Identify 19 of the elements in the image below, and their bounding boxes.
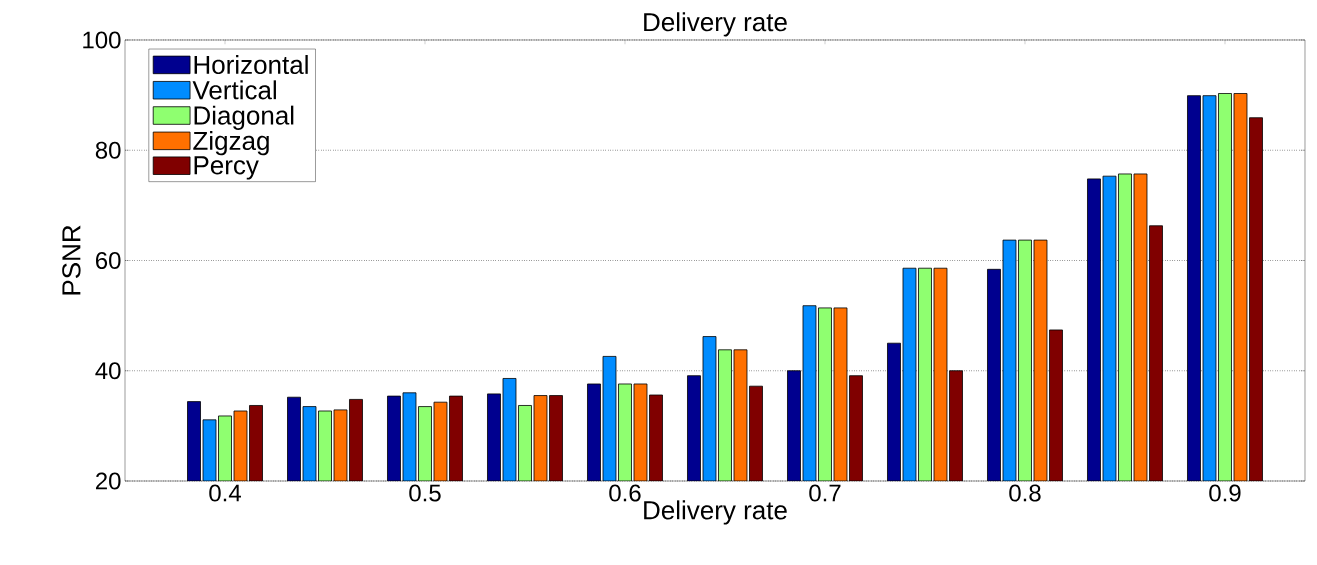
legend-label: Zigzag [193,130,269,156]
x-tick-label: 0.4 [209,484,241,502]
x-tick-label: 0.9 [1209,484,1241,502]
chart-title: Delivery rate [644,12,787,37]
x-tick-label: 0.5 [409,484,441,502]
x-tick-label: 0.6 [609,484,641,502]
y-axis-title: PSNR [62,225,81,295]
y-tick-label: 40 [95,362,121,380]
y-tick-label: 80 [95,141,121,159]
y-tick-label: 100 [83,31,121,49]
y-tick-label: 20 [95,472,121,490]
x-tick-label: 0.7 [809,484,841,502]
legend-label: Diagonal [194,105,294,130]
legend-label: Horizontal [194,55,308,75]
y-tick-label: 60 [96,251,121,269]
legend-label: Percy [194,156,259,180]
legend-label: Vertical [192,80,276,100]
x-axis-title: Delivery rate [644,500,787,525]
x-tick-label: 0.8 [1009,484,1041,502]
